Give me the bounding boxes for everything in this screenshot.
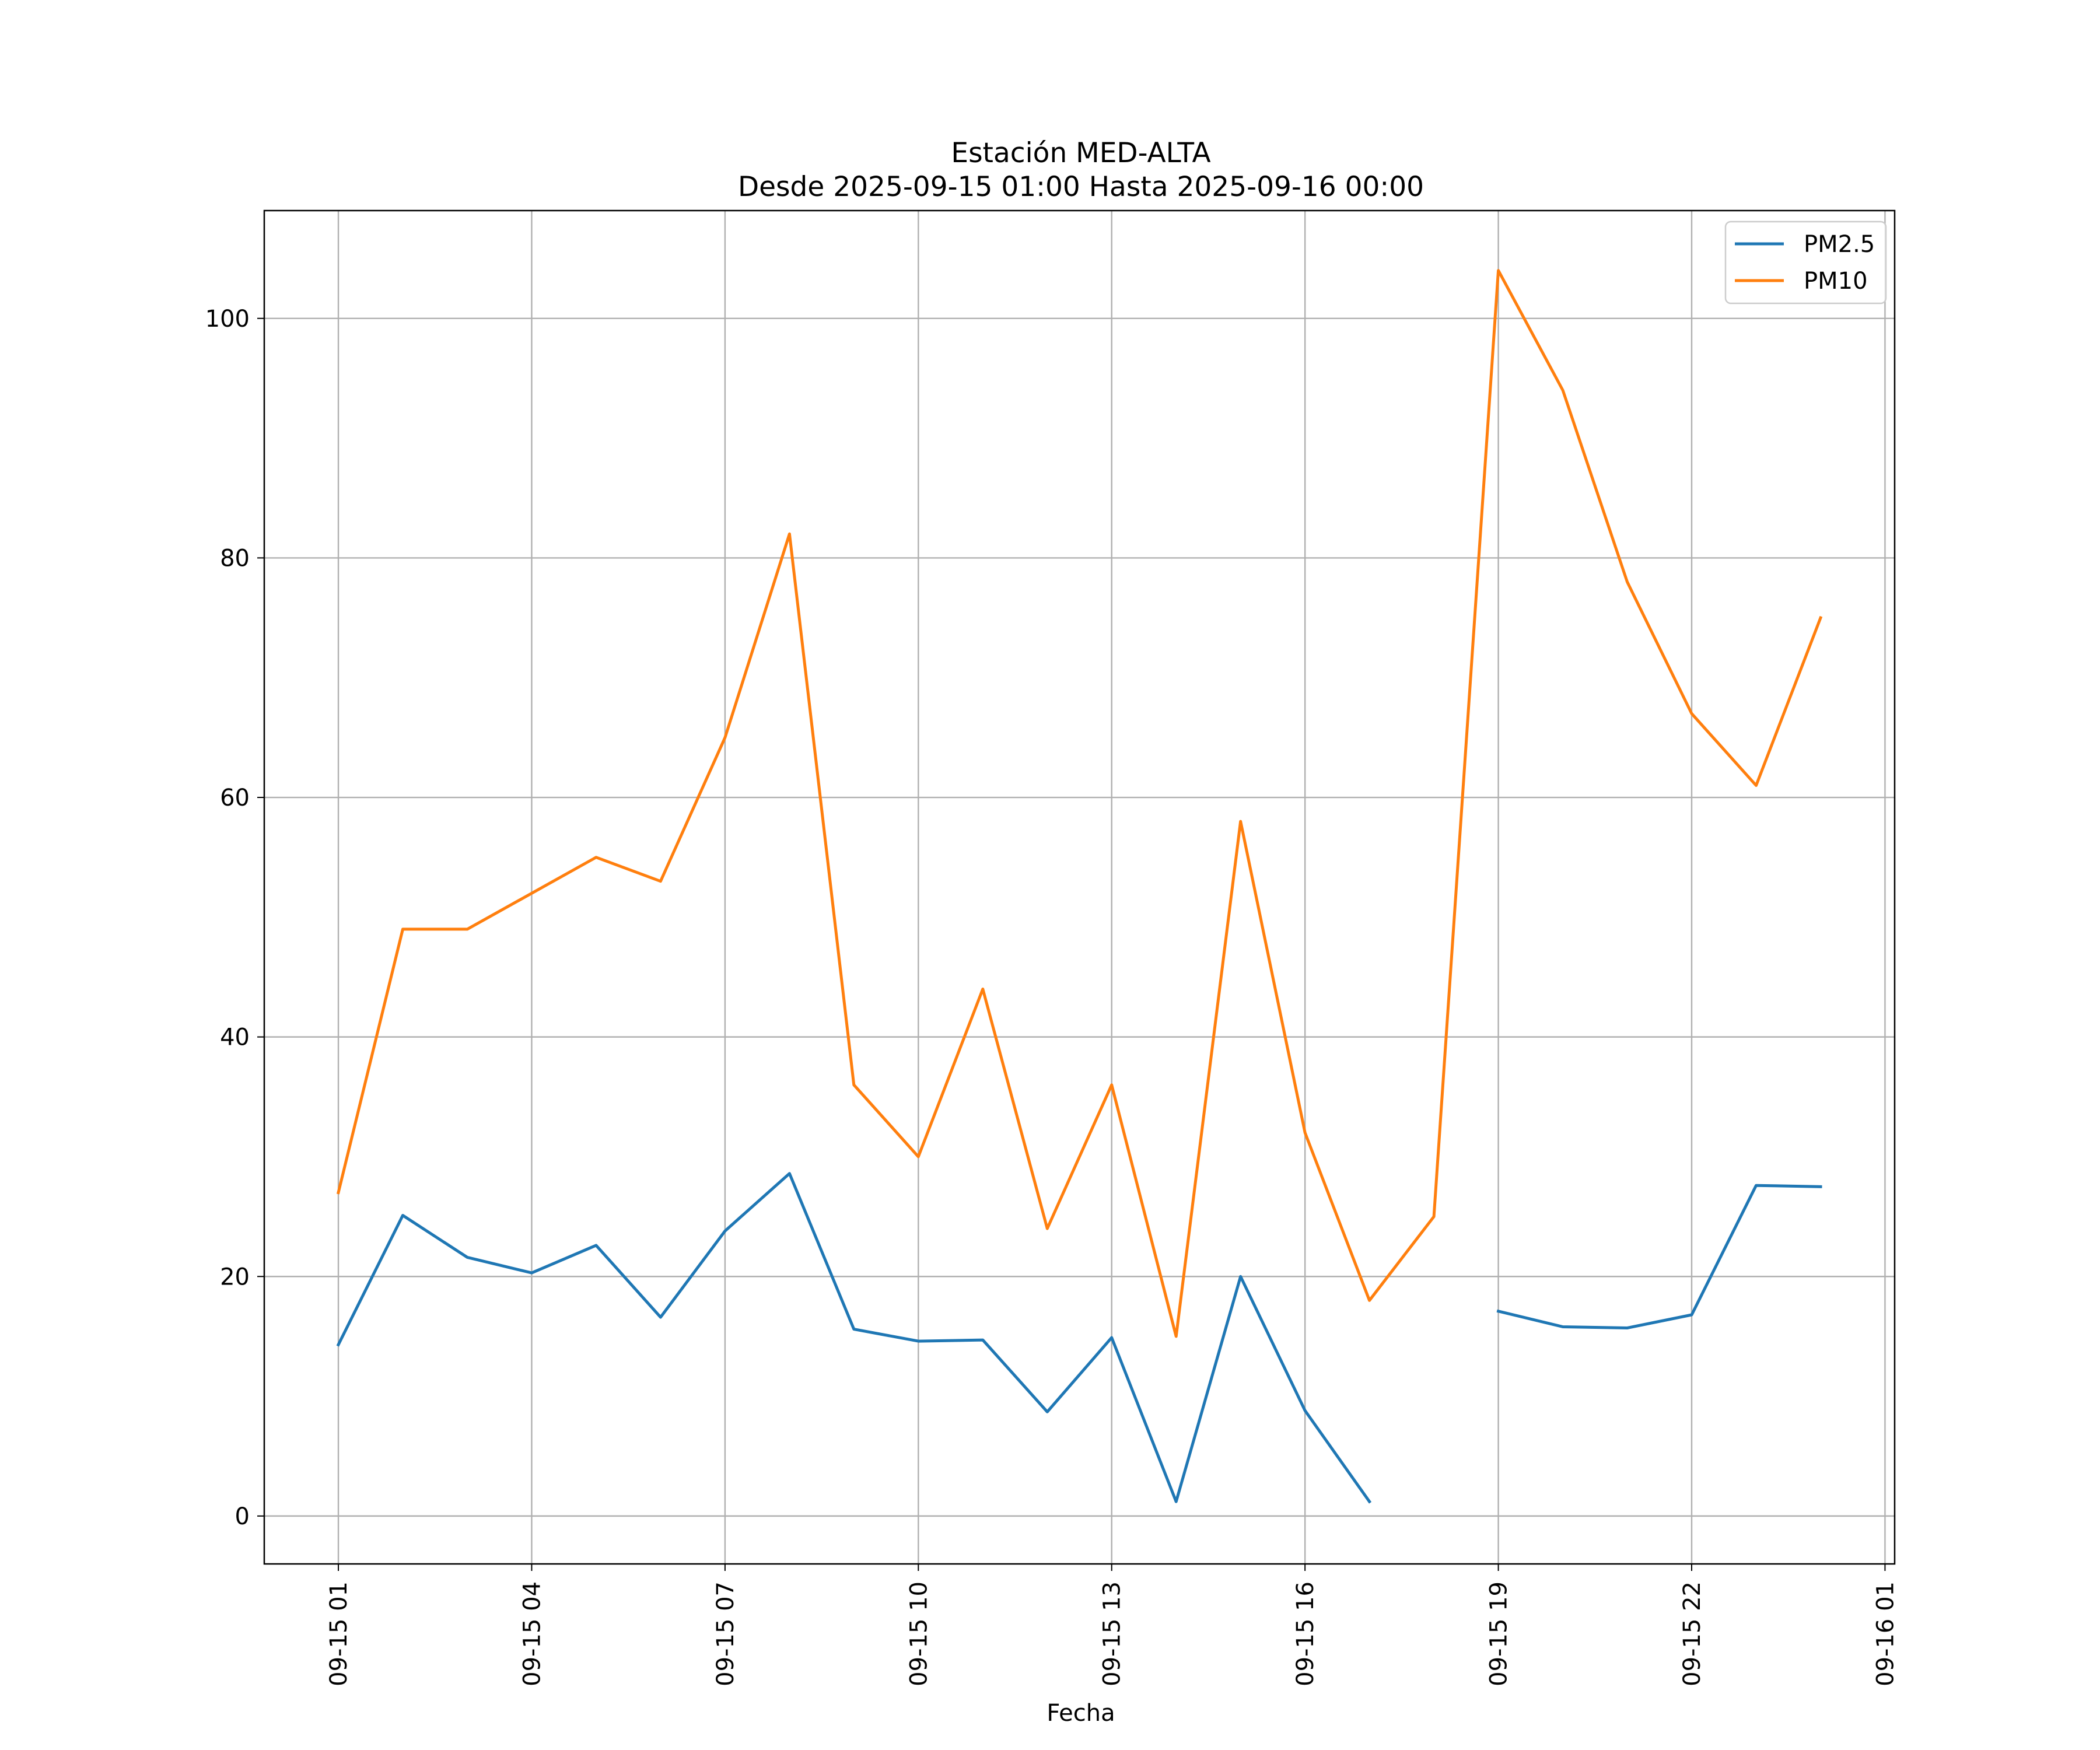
x-tick-label: 09-15 13 [1099,1581,1126,1686]
y-tick-label: 80 [220,545,250,572]
x-axis-label: Fecha [1046,1700,1115,1727]
x-tick-label: 09-15 22 [1679,1581,1706,1686]
legend-label-pm10: PM10 [1804,268,1868,295]
legend-label-pm25: PM2.5 [1804,231,1875,258]
x-tick-label: 09-15 10 [905,1581,932,1686]
chart-subtitle: Desde 2025-09-15 01:00 Hasta 2025-09-16 … [738,171,1424,203]
y-tick-label: 100 [205,306,250,332]
legend-box [1724,220,1887,304]
legend: PM2.5 PM10 [1724,220,1887,304]
y-tick-label: 40 [220,1024,250,1051]
chart-title: Estación MED-ALTA [951,137,1210,169]
x-tick-label: 09-15 19 [1486,1581,1513,1686]
y-tick-label: 0 [235,1503,250,1530]
y-tick-label: 60 [220,785,250,811]
x-tick-label: 09-15 01 [326,1581,352,1686]
axis-ticks: 0 20 40 60 80 100 09-15 01 09-15 04 09-15 07 09-1… [205,306,1899,1686]
plot-frame [263,209,1896,1565]
series-line-pm25 [336,1172,1372,1504]
y-tick-label: 20 [220,1264,250,1290]
series-lines [336,269,1823,1504]
series-line-pm10 [336,269,1823,1338]
x-tick-label: 09-15 16 [1292,1581,1319,1686]
series-line-pm25 [1496,1184,1822,1329]
x-tick-label: 09-16 01 [1872,1581,1899,1686]
x-tick-label: 09-15 07 [712,1581,739,1686]
x-tick-label: 09-15 04 [519,1581,545,1686]
